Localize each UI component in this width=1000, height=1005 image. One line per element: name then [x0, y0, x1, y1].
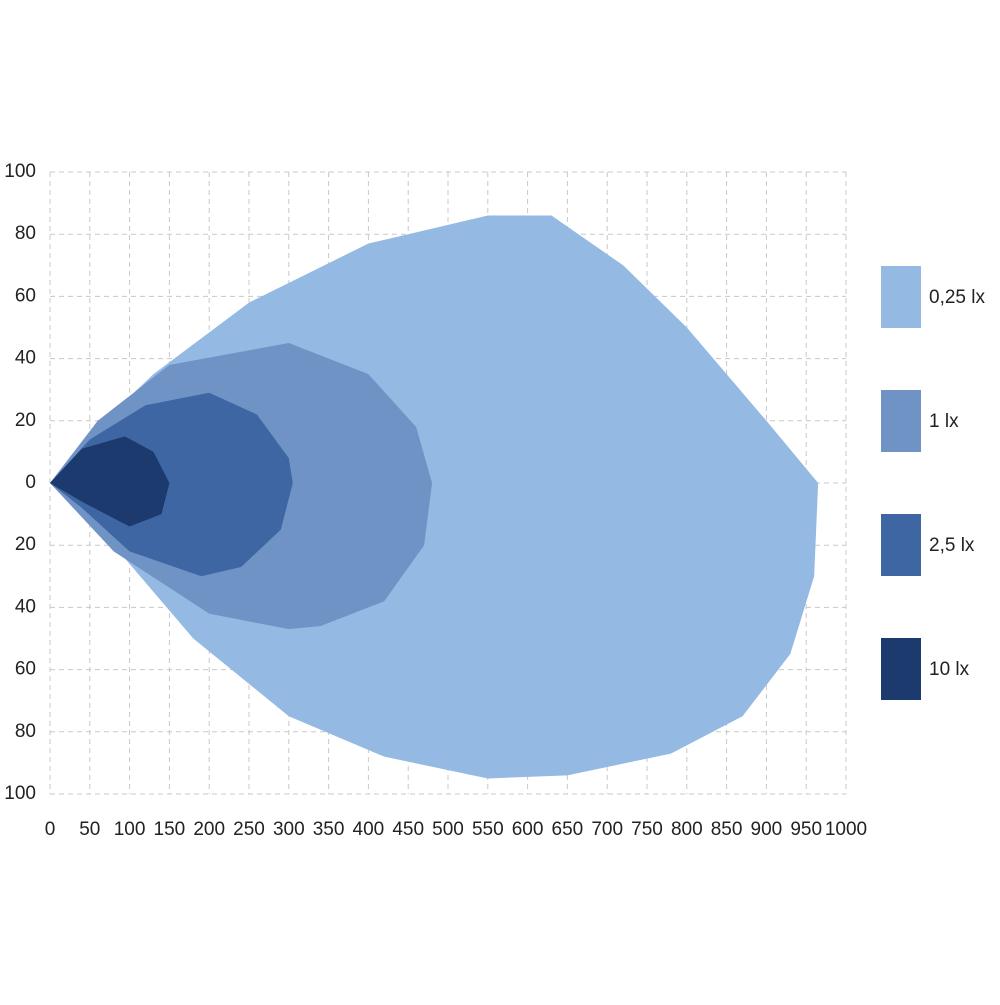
- y-tick-label: 60: [15, 285, 36, 306]
- x-tick-label: 750: [631, 819, 663, 840]
- y-tick-label: 40: [15, 348, 36, 369]
- x-tick-label: 50: [79, 819, 100, 840]
- y-tick-label: 100: [4, 783, 36, 804]
- legend-label: 2,5 lx: [929, 535, 975, 556]
- legend-swatch: [881, 390, 921, 452]
- isolux-area: [50, 392, 293, 577]
- legend-label: 1 lx: [929, 411, 959, 432]
- x-tick-label: 500: [432, 819, 464, 840]
- legend-swatch: [881, 266, 921, 328]
- x-tick-label: 300: [273, 819, 305, 840]
- isolux-area: [50, 436, 170, 527]
- y-tick-label: 20: [15, 534, 36, 555]
- x-tick-label: 850: [711, 819, 743, 840]
- y-tick-label: 80: [15, 223, 36, 244]
- x-tick-label: 700: [591, 819, 623, 840]
- y-tick-label: 100: [4, 161, 36, 182]
- y-tick-label: 0: [25, 472, 36, 493]
- x-tick-label: 950: [790, 819, 822, 840]
- x-tick-label: 200: [193, 819, 225, 840]
- x-tick-label: 0: [45, 819, 56, 840]
- y-tick-label: 20: [15, 410, 36, 431]
- x-tick-label: 350: [313, 819, 345, 840]
- legend-label: 0,25 lx: [929, 287, 985, 308]
- x-tick-label: 1000: [825, 819, 867, 840]
- x-tick-label: 550: [472, 819, 504, 840]
- x-tick-label: 250: [233, 819, 265, 840]
- x-tick-label: 900: [751, 819, 783, 840]
- legend-label: 10 lx: [929, 659, 970, 680]
- x-tick-label: 800: [671, 819, 703, 840]
- x-tick-label: 650: [552, 819, 584, 840]
- legend-swatch: [881, 514, 921, 576]
- y-tick-label: 40: [15, 596, 36, 617]
- x-tick-label: 150: [154, 819, 186, 840]
- legend-swatch: [881, 638, 921, 700]
- y-tick-label: 80: [15, 721, 36, 742]
- x-tick-label: 600: [512, 819, 544, 840]
- x-tick-label: 100: [114, 819, 146, 840]
- x-tick-label: 400: [353, 819, 385, 840]
- x-tick-label: 450: [392, 819, 424, 840]
- y-tick-label: 60: [15, 659, 36, 680]
